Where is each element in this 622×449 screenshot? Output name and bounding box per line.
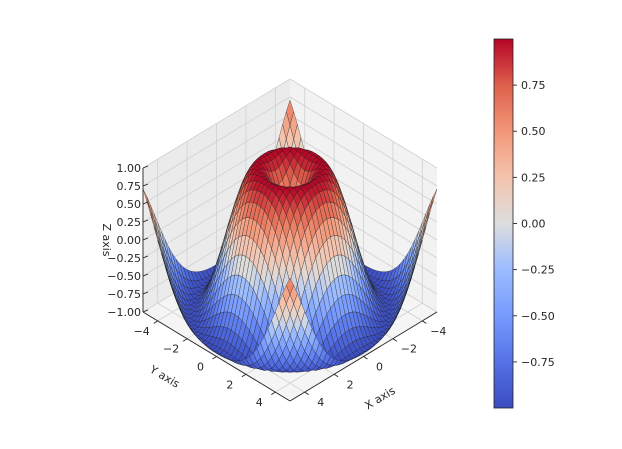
- z-tick-label: 1.00: [117, 162, 142, 175]
- z-tick-mark: [142, 237, 149, 241]
- colorbar-tick-label: −0.25: [521, 264, 555, 277]
- x-tick-label: −2: [401, 343, 417, 356]
- grid-line: [142, 114, 291, 205]
- grid-line: [142, 96, 291, 187]
- z-tick-mark: [142, 183, 149, 187]
- x-tick-mark: [422, 320, 427, 324]
- colorbar-tick-label: −0.75: [521, 356, 555, 369]
- y-tick-label: −4: [134, 325, 150, 338]
- colorbar-tick-label: 0.25: [521, 171, 546, 184]
- colorbar: −0.75 −0.50 −0.25 0.00 0.25 0.50 0.75: [493, 38, 555, 409]
- colorbar-gradient: [493, 38, 514, 409]
- z-tick-label: −0.25: [107, 252, 141, 265]
- y-axis-label: Y axis: [147, 362, 182, 390]
- axis-ticks: −4 −2 0 2 4 −4 −2 0 2 4 −1.00 −0.75 −0.50 −0.25 0.00 0.…: [107, 162, 446, 409]
- x-tick-mark: [363, 356, 368, 360]
- y-tick-label: −2: [163, 343, 179, 356]
- z-tick-mark: [142, 219, 149, 223]
- z-tick-mark: [142, 201, 149, 205]
- grid-line: [289, 78, 438, 169]
- z-tick-label: −0.50: [107, 270, 141, 283]
- y-tick-mark: [153, 320, 158, 324]
- grid-line: [289, 114, 438, 205]
- colorbar-tick-label: −0.50: [521, 310, 555, 323]
- x-tick-label: −4: [430, 325, 446, 338]
- x-tick-label: 0: [376, 361, 383, 374]
- x-tick-label: 4: [317, 396, 324, 409]
- grid-line: [289, 96, 438, 187]
- surface-mesh: [142, 99, 438, 373]
- colorbar-tick-label: 0.00: [521, 218, 546, 231]
- grid-line: [142, 132, 291, 223]
- z-tick-label: 0.25: [117, 216, 142, 229]
- y-tick-label: 0: [197, 361, 204, 374]
- y-tick-mark: [182, 338, 188, 342]
- x-axis-label: X axis: [363, 384, 398, 412]
- colorbar-tick-label: 0.75: [521, 79, 546, 92]
- z-tick-label: −1.00: [107, 306, 141, 319]
- y-tick-label: 2: [226, 378, 233, 391]
- colorbar-ticks: −0.75 −0.50 −0.25 0.00 0.25 0.50 0.75: [513, 79, 555, 369]
- colorbar-tick-label: 0.50: [521, 125, 546, 138]
- x-tick-mark: [304, 391, 309, 395]
- grid-line: [142, 78, 291, 169]
- z-tick-mark: [142, 255, 149, 259]
- y-tick-label: 4: [256, 396, 263, 409]
- z-tick-mark: [142, 273, 149, 277]
- y-tick-mark: [241, 373, 247, 378]
- x-tick-label: 2: [347, 378, 354, 391]
- z-tick-label: 0.75: [117, 180, 142, 193]
- z-tick-mark: [142, 291, 149, 295]
- z-tick-mark: [142, 165, 149, 169]
- y-tick-mark: [212, 356, 217, 360]
- grid-line: [289, 132, 438, 223]
- z-tick-label: −0.75: [107, 288, 141, 301]
- z-tick-label: 0.00: [117, 234, 142, 247]
- x-tick-mark: [333, 373, 339, 378]
- y-tick-mark: [271, 391, 276, 395]
- surface-patch: [286, 277, 294, 295]
- x-tick-mark: [392, 338, 398, 342]
- z-axis-label: Z axis: [100, 223, 113, 256]
- z-tick-mark: [142, 309, 149, 313]
- z-tick-label: 0.50: [117, 198, 142, 211]
